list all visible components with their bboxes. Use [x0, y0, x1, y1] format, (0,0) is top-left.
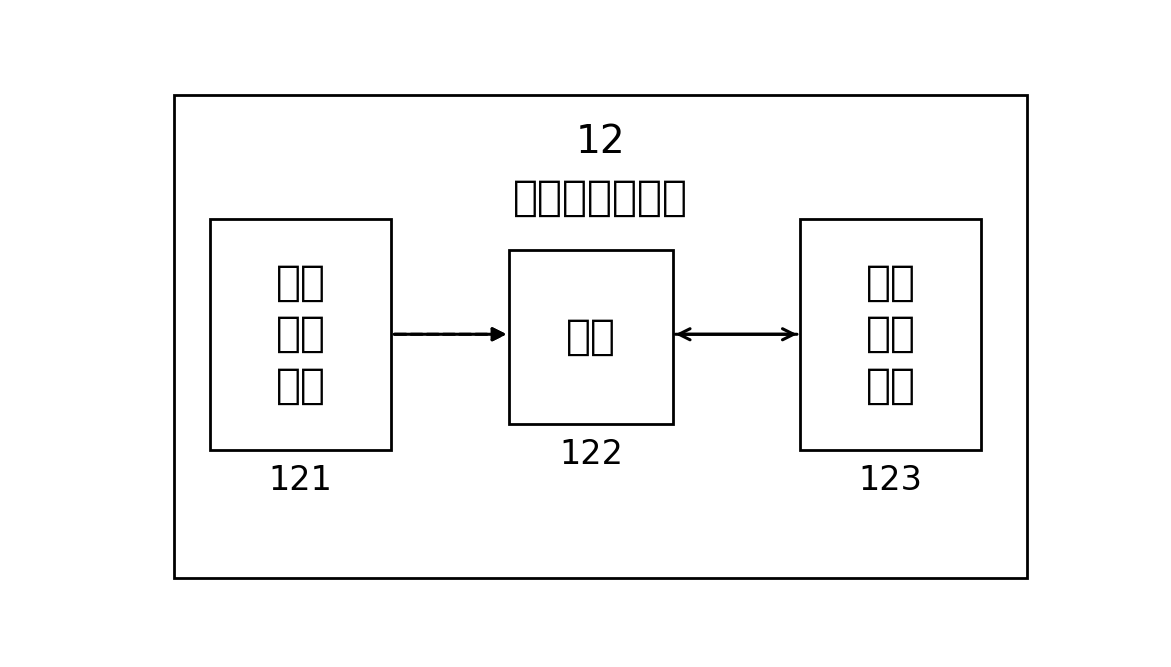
Bar: [509, 249, 673, 424]
Text: 121: 121: [268, 464, 333, 497]
Text: 无线: 无线: [275, 262, 326, 304]
Text: 岸基端控制单元: 岸基端控制单元: [513, 177, 687, 219]
Text: 12: 12: [575, 123, 625, 161]
Text: 端显: 端显: [865, 313, 916, 356]
Text: 122: 122: [559, 438, 623, 472]
Text: 控器: 控器: [865, 365, 916, 407]
Text: 通信: 通信: [275, 313, 326, 356]
Bar: [800, 219, 981, 450]
Text: 岸基: 岸基: [865, 262, 916, 304]
Text: 123: 123: [858, 464, 923, 497]
Text: 微站: 微站: [566, 316, 616, 358]
Text: 终端: 终端: [275, 365, 326, 407]
Bar: [210, 219, 391, 450]
